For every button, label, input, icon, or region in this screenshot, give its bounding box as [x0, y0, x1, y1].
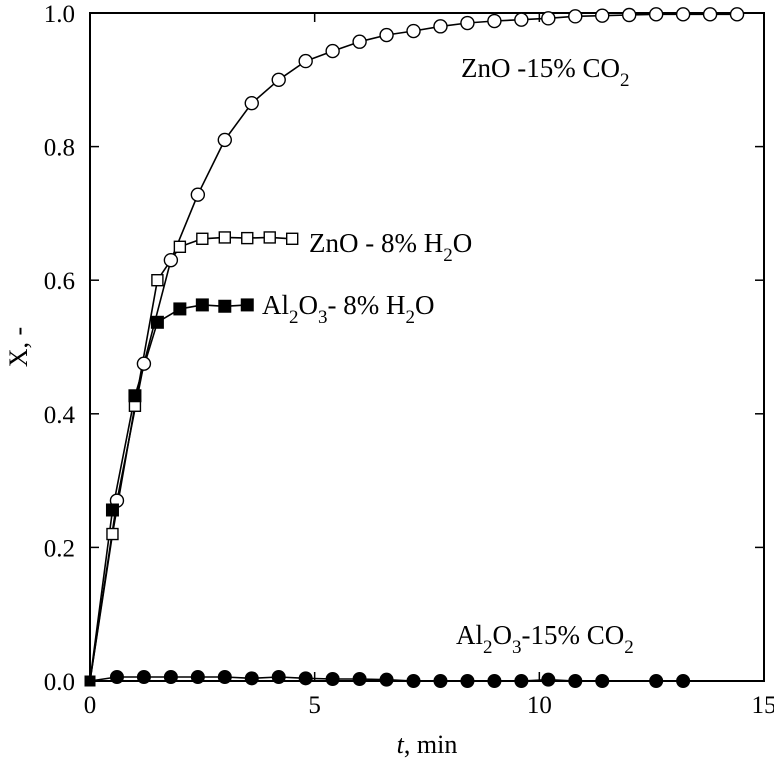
- x-tick-label: 0: [84, 692, 97, 719]
- data-point: [298, 53, 313, 69]
- data-point: [271, 669, 286, 684]
- data-point: [218, 231, 232, 244]
- data-point: [271, 72, 286, 88]
- data-point: [325, 43, 340, 59]
- data-point: [541, 11, 556, 26]
- data-point: [244, 95, 259, 111]
- data-point: [702, 7, 718, 22]
- data-point: [379, 27, 394, 43]
- data-point: [106, 527, 119, 541]
- plot-frame: [89, 12, 765, 682]
- series-line-0: [89, 13, 737, 682]
- data-point: [568, 9, 583, 24]
- x-axis-label: t, min: [397, 730, 458, 759]
- data-point: [150, 315, 164, 329]
- y-tick-label: 0.0: [44, 669, 75, 696]
- data-point: [84, 675, 96, 687]
- y-tick-label: 1.0: [44, 1, 75, 28]
- data-point: [151, 274, 164, 287]
- axis-ticks: 0 5 10 15 0.0 0.2 0.4 0.6 0.8 1.0: [44, 1, 774, 719]
- data-point: [217, 669, 232, 684]
- data-point: [568, 674, 583, 688]
- data-point: [675, 7, 691, 22]
- annotation-al2o3-co2: Al2O3-15% CO2: [456, 620, 634, 658]
- data-point: [595, 8, 610, 23]
- data-point: [190, 669, 205, 684]
- series-line-3: [89, 676, 684, 682]
- data-point: [487, 674, 502, 688]
- data-point: [240, 298, 254, 312]
- data-point: [136, 356, 152, 371]
- series-markers: [84, 7, 745, 688]
- data-point: [729, 7, 745, 22]
- y-tick-label: 0.8: [44, 135, 75, 162]
- data-point: [173, 302, 187, 316]
- data-point: [136, 669, 151, 684]
- x-tick-label: 5: [308, 692, 321, 719]
- annotation-zno-co2: ZnO -15% CO2: [461, 53, 629, 91]
- data-point: [541, 672, 556, 687]
- series-line-2: [89, 304, 248, 682]
- data-point: [173, 240, 187, 254]
- data-point: [218, 299, 232, 313]
- x-tick-label: 10: [527, 692, 552, 719]
- data-point: [379, 672, 394, 687]
- y-tick-label: 0.4: [44, 402, 76, 429]
- data-point: [325, 671, 340, 686]
- data-point: [263, 231, 276, 244]
- data-point: [195, 298, 209, 312]
- data-point: [163, 252, 179, 268]
- series-line-1: [89, 236, 293, 682]
- data-point: [406, 23, 421, 39]
- series-lines: [89, 13, 737, 682]
- y-tick-label: 0.6: [44, 268, 75, 295]
- data-point: [109, 669, 124, 684]
- data-point: [406, 674, 421, 688]
- data-point: [676, 674, 691, 688]
- data-point: [196, 232, 209, 245]
- data-point: [649, 674, 664, 688]
- data-point: [433, 674, 448, 688]
- data-point: [163, 669, 178, 684]
- data-point: [298, 671, 313, 686]
- data-point: [514, 12, 529, 27]
- data-point: [190, 187, 206, 202]
- y-axis-label: X, -: [4, 327, 33, 367]
- data-point: [128, 389, 142, 403]
- annotation-al2o3-h2o: Al2O3- 8% H2O: [262, 290, 434, 328]
- y-tick-label: 0.2: [44, 535, 75, 562]
- data-point: [352, 671, 367, 686]
- data-point: [648, 7, 664, 22]
- data-point: [595, 674, 610, 688]
- data-point: [244, 671, 259, 686]
- data-point: [352, 34, 367, 49]
- data-point: [622, 7, 637, 23]
- data-point: [460, 674, 475, 688]
- data-point: [217, 132, 233, 148]
- annotation-zno-h2o: ZnO - 8% H2O: [309, 228, 472, 266]
- x-tick-label: 15: [752, 692, 774, 719]
- data-point: [433, 19, 448, 34]
- data-point: [487, 13, 502, 29]
- data-point: [460, 15, 475, 31]
- data-point: [514, 674, 529, 688]
- data-point: [286, 232, 299, 245]
- data-point: [105, 503, 119, 517]
- data-point: [241, 231, 254, 245]
